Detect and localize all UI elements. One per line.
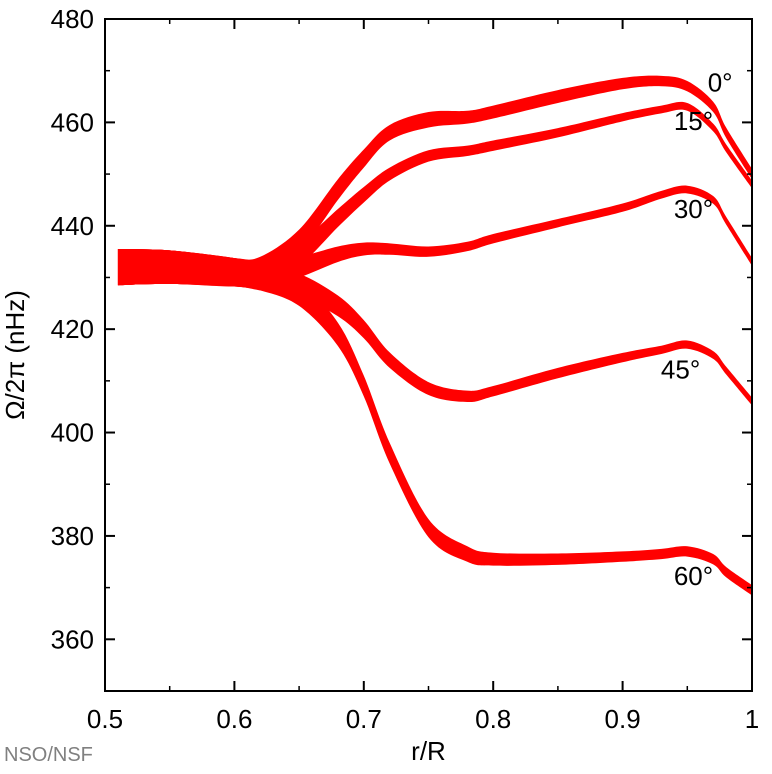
x-tick-label: 0.5 — [87, 704, 123, 734]
y-tick-label: 440 — [51, 211, 94, 241]
y-tick-label: 480 — [51, 4, 94, 34]
series-label: 0° — [708, 67, 733, 97]
band-30deg — [117, 185, 752, 289]
y-axis-ticks: 360 380 400 420 440 460 480 — [51, 4, 752, 692]
series-label: 30° — [674, 194, 713, 224]
x-axis-ticks: 0.5 0.6 0.7 0.8 0.9 1 — [87, 19, 759, 734]
x-tick-label: 0.7 — [346, 704, 382, 734]
x-tick-label: 0.9 — [605, 704, 641, 734]
series-label: 15° — [674, 106, 713, 136]
y-tick-label: 460 — [51, 107, 94, 137]
x-axis-label: r/R — [411, 736, 446, 766]
series-labels: 0° 15° 30° 45° 60° — [661, 67, 733, 591]
series-label: 45° — [661, 354, 700, 384]
credit-label: NSO/NSF — [4, 744, 93, 766]
series-label: 60° — [674, 561, 713, 591]
y-tick-label: 400 — [51, 418, 94, 448]
rotation-bands — [117, 75, 752, 596]
y-tick-label: 420 — [51, 314, 94, 344]
band-60deg — [117, 249, 752, 596]
x-tick-label: 0.6 — [216, 704, 252, 734]
x-tick-label: 0.8 — [475, 704, 511, 734]
x-tick-label: 1 — [745, 704, 759, 734]
y-axis-label: Ω/2π (nHz) — [0, 290, 30, 420]
y-tick-label: 360 — [51, 624, 94, 654]
y-tick-label: 380 — [51, 521, 94, 551]
